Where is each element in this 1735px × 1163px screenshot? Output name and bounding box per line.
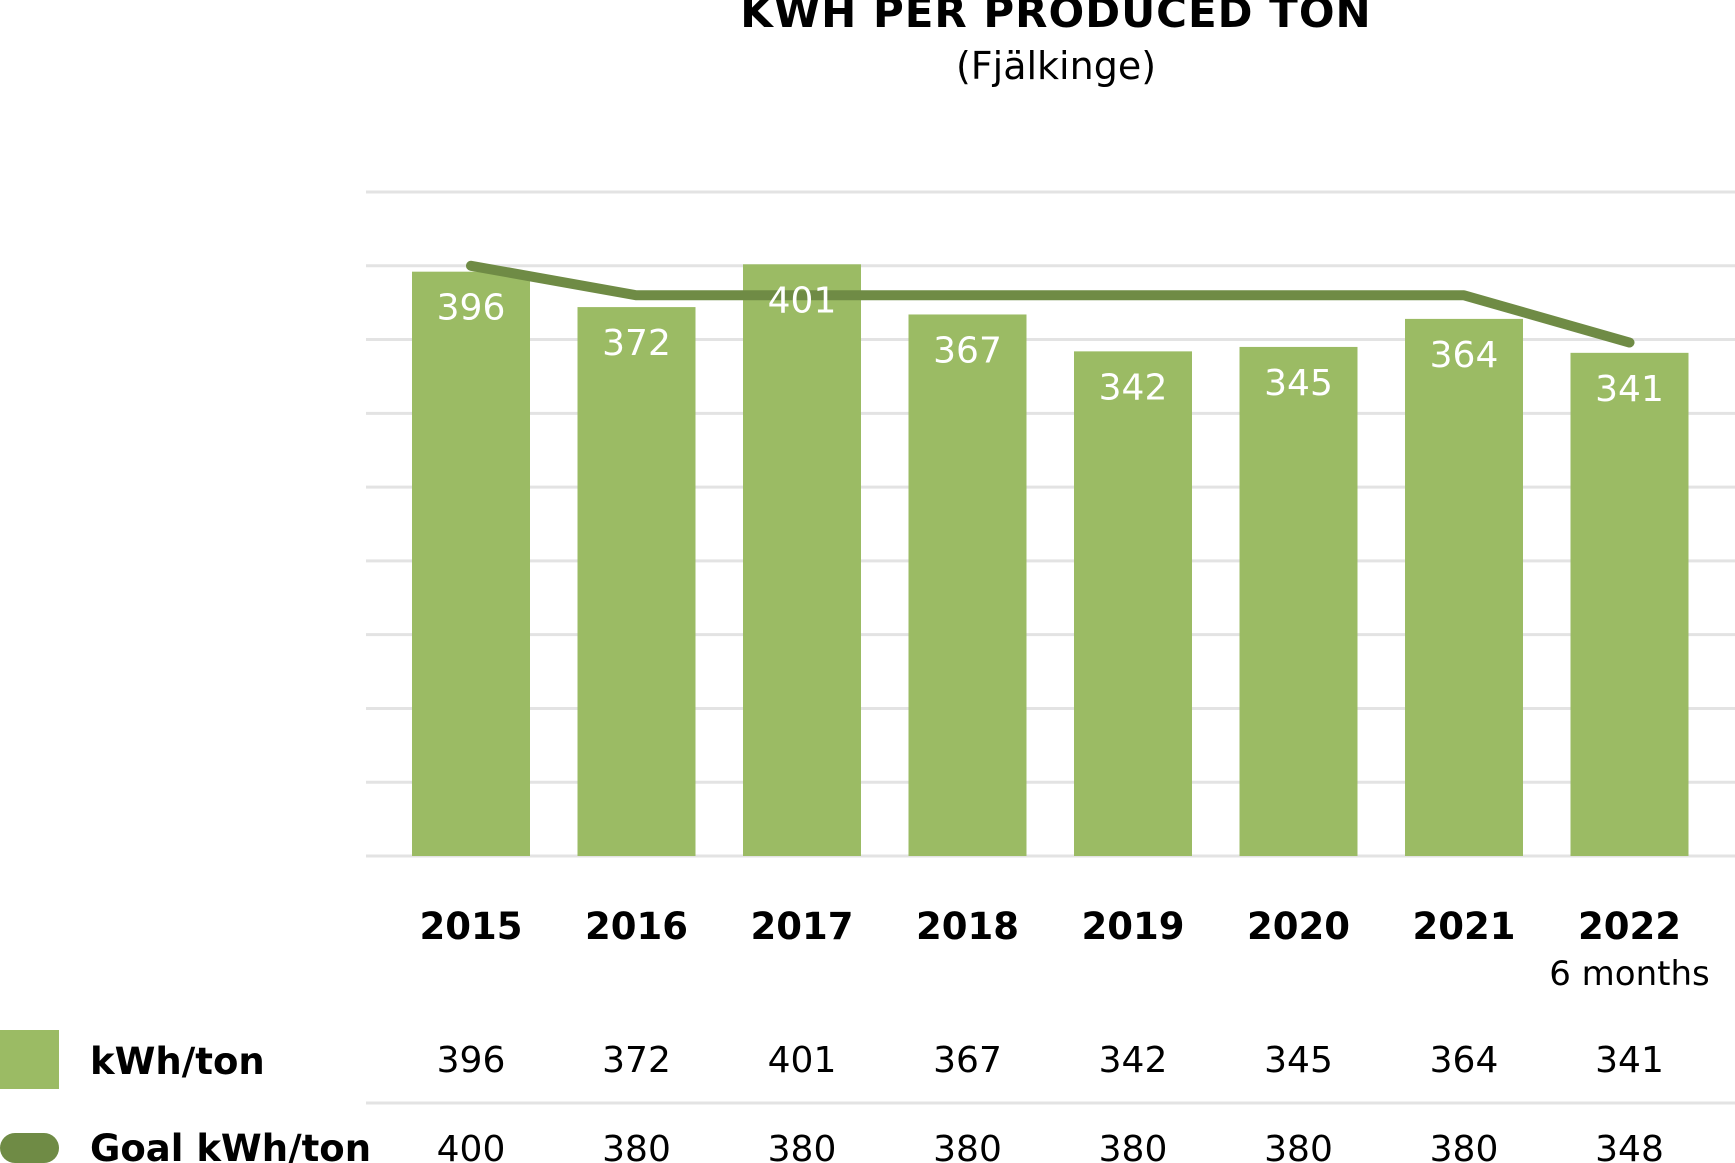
x-tick-label: 2021 (1413, 905, 1516, 948)
bar (1570, 352, 1689, 856)
chart-subtitle: (Fjälkinge) (955, 44, 1157, 88)
table-cell-kwh: 372 (602, 1040, 671, 1081)
bar-data-label: 367 (933, 330, 1002, 371)
legend-swatch-bars (0, 1030, 59, 1089)
table-cell-kwh: 341 (1595, 1040, 1664, 1081)
goal-line (466, 260, 1635, 348)
legend-swatch-goal (0, 1133, 59, 1163)
bar (908, 314, 1027, 857)
bar (412, 271, 530, 856)
table-cell-kwh: 342 (1099, 1040, 1168, 1081)
bar-data-label: 372 (602, 323, 671, 364)
table-cell-kwh: 345 (1264, 1040, 1333, 1081)
bar (1074, 351, 1192, 856)
bar (1239, 346, 1358, 856)
table-cell-goal: 348 (1595, 1129, 1664, 1163)
chart-title: KWH PER PRODUCED TON (740, 0, 1372, 37)
legend-label-goal: Goal kWh/ton (90, 1127, 371, 1163)
x-tick-label: 2016 (585, 905, 688, 948)
bar-data-label: 401 (768, 280, 837, 321)
table-cell-kwh: 401 (768, 1040, 837, 1081)
x-tick-label: 2018 (916, 905, 1019, 948)
table-cell-goal: 380 (1264, 1129, 1333, 1163)
bar-data-label: 345 (1264, 363, 1333, 404)
table-cell-kwh: 367 (933, 1040, 1002, 1081)
bar (743, 264, 861, 856)
x-tick-label: 2019 (1082, 905, 1185, 948)
table-cell-goal: 380 (602, 1129, 671, 1163)
x-tick-label: 2020 (1247, 905, 1350, 948)
table-cell-goal: 380 (933, 1129, 1002, 1163)
x-tick-label: 2022 (1578, 905, 1681, 948)
table-cell-goal: 380 (768, 1129, 837, 1163)
table-cell-goal: 380 (1430, 1129, 1499, 1163)
bar (577, 307, 696, 856)
table-cell-goal: 400 (437, 1129, 506, 1163)
bar (1405, 318, 1523, 856)
bar-data-label: 341 (1595, 369, 1664, 410)
bar-data-label: 396 (437, 288, 506, 329)
x-tick-label: 2017 (751, 905, 854, 948)
table-cell-kwh: 396 (437, 1040, 506, 1081)
table-cell-kwh: 364 (1430, 1040, 1499, 1081)
bar-data-label: 364 (1430, 335, 1499, 376)
table-cell-goal: 380 (1099, 1129, 1168, 1163)
bar-data-label: 342 (1099, 367, 1168, 408)
x-tick-note: 6 months (1549, 954, 1710, 994)
x-tick-label: 2015 (420, 905, 523, 948)
legend-label-bars: kWh/ton (90, 1040, 265, 1083)
